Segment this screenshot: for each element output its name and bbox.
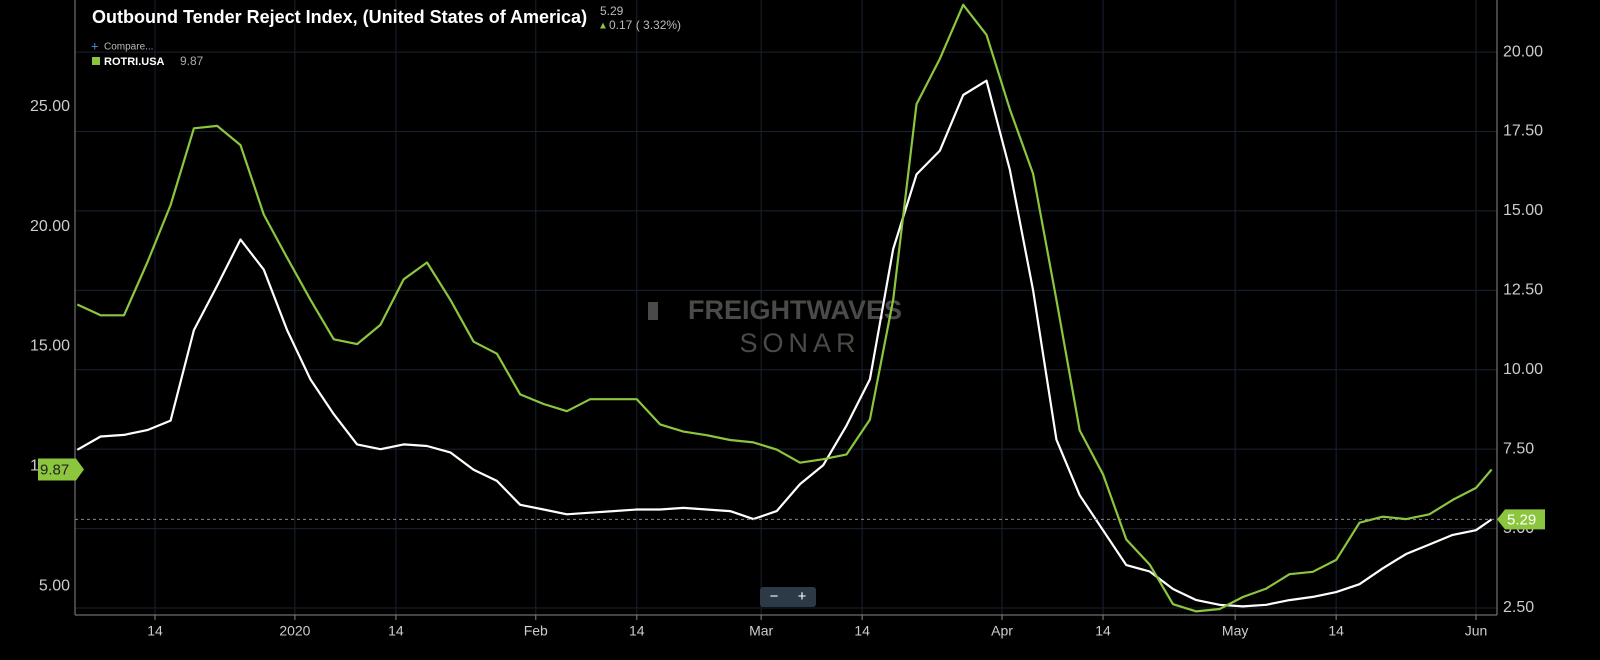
y2-tick-label: 17.50 <box>1503 123 1543 140</box>
y2-tick-label: 20.00 <box>1503 43 1543 60</box>
x-tick-label: Jun <box>1465 623 1488 639</box>
x-tick-label: 14 <box>388 623 404 639</box>
y2-tick-label: 10.00 <box>1503 361 1543 378</box>
watermark-text: FREIGHTWAVES <box>688 295 902 325</box>
last-value-tag-label: 5.29 <box>1507 511 1536 528</box>
legend-value: 9.87 <box>180 54 204 68</box>
chart-title: Outbound Tender Reject Index, (United St… <box>92 7 587 27</box>
y2-tick-label: 15.00 <box>1503 202 1543 219</box>
series-line <box>76 3 1493 613</box>
x-tick-label: 14 <box>147 623 163 639</box>
zoom-controls <box>760 587 816 607</box>
legend-swatch <box>92 57 100 65</box>
legend-label[interactable]: ROTRI.USA <box>104 56 165 68</box>
change: 0.17 ( 3.32%) <box>609 18 681 32</box>
last-value-tag <box>38 458 84 481</box>
watermark-text: SONAR <box>739 328 860 358</box>
last-value-tag <box>1497 509 1545 530</box>
y-tick-label: 15.00 <box>30 338 70 355</box>
x-tick-label: Apr <box>991 623 1013 639</box>
x-tick-label: Feb <box>524 623 548 639</box>
watermark-icon <box>648 302 658 320</box>
compare-button[interactable]: Compare... <box>104 42 153 53</box>
axes: 14 2020 14 Feb 14 Mar 14 Apr 14 May 14 Jun 5.00 10.00… <box>30 0 1545 639</box>
plot <box>75 3 1497 613</box>
x-tick-label: May <box>1222 623 1248 639</box>
compare-icon[interactable]: + <box>91 38 99 53</box>
y2-tick-label: 2.50 <box>1503 599 1534 616</box>
watermark: FREIGHTWAVES SONAR <box>648 295 902 358</box>
y-tick-label: 5.00 <box>39 577 70 594</box>
up-arrow: ▲ <box>598 21 608 32</box>
x-tick-label: 14 <box>854 623 870 639</box>
zoom-in[interactable]: + <box>798 588 807 605</box>
x-tick-label: Mar <box>749 623 773 639</box>
grid <box>75 0 1497 615</box>
x-tick-label: 2020 <box>279 623 310 639</box>
series-line <box>76 79 1493 608</box>
x-tick-label: 14 <box>1095 623 1111 639</box>
y-tick-label: 20.00 <box>30 218 70 235</box>
last-value: 5.29 <box>600 4 624 18</box>
last-value-tag-label: 9.87 <box>40 461 69 478</box>
y2-tick-label: 7.50 <box>1503 440 1534 457</box>
y-tick-label: 25.00 <box>30 98 70 115</box>
x-tick-label: 14 <box>1328 623 1344 639</box>
x-tick-label: 14 <box>629 623 645 639</box>
zoom-out[interactable]: − <box>770 588 779 605</box>
y2-tick-label: 12.50 <box>1503 282 1543 299</box>
